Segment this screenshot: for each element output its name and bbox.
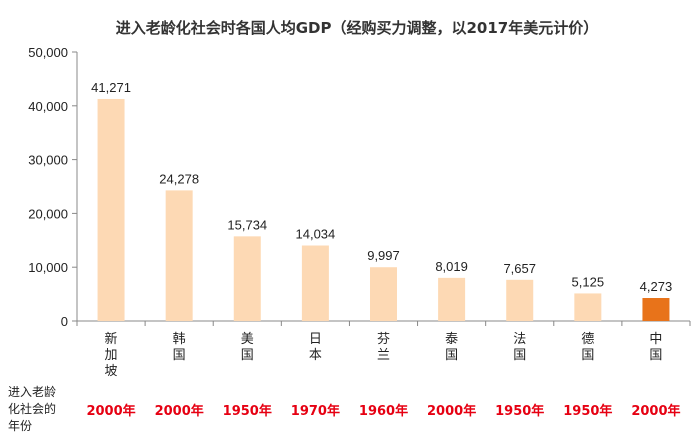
category-label-1: 坡 (105, 364, 118, 379)
category-label-3: 美 (241, 332, 254, 347)
aging-row-label-line: 进入老龄 (8, 385, 56, 399)
data-labels: 41,271 24,278 15,734 14,034 9,997 8,019 7,657 5… (91, 80, 672, 294)
category-label-2: 国 (173, 348, 186, 363)
bar-1 (97, 98, 125, 321)
data-label-8: 5,125 (572, 274, 605, 289)
category-label-4: 本 (309, 348, 322, 363)
data-label-5: 9,997 (367, 248, 400, 263)
category-label-8: 国 (581, 348, 594, 363)
data-label-2: 24,278 (159, 171, 199, 186)
bars (97, 98, 670, 321)
aging-year-2: 2000年 (155, 403, 204, 419)
aging-year-3: 1950年 (223, 403, 272, 419)
category-label-7: 法 (513, 332, 526, 347)
bar-8 (574, 293, 602, 321)
data-label-4: 14,034 (296, 226, 336, 241)
chart-title: 进入老龄化社会时各国人均GDP（经购买力调整，以2017年美元计价） (116, 19, 599, 37)
category-label-7: 国 (513, 348, 526, 363)
data-label-9: 4,273 (640, 279, 673, 294)
category-label-5: 兰 (377, 348, 390, 363)
aging-year-6: 2000年 (427, 403, 476, 419)
y-tick-label: 30,000 (28, 153, 68, 168)
category-label-1: 新 (105, 331, 118, 347)
category-label-4: 日 (309, 332, 322, 347)
y-tick-label: 20,000 (28, 206, 68, 221)
category-label-3: 国 (241, 348, 254, 363)
y-tick-label: 40,000 (28, 99, 68, 114)
aging-row-label-line: 化社会的 (8, 401, 56, 416)
category-label-6: 国 (445, 348, 458, 363)
bar-3 (233, 236, 261, 321)
aging-year-8: 1950年 (563, 403, 612, 419)
data-label-6: 8,019 (435, 259, 468, 274)
bar-7 (506, 279, 534, 321)
data-label-7: 7,657 (503, 261, 536, 276)
category-label-6: 泰 (445, 332, 458, 347)
aging-year-4: 1970年 (291, 403, 340, 419)
y-tick-label: 50,000 (28, 45, 68, 60)
aging-years: 2000年 2000年 1950年 1970年 1960年 2000年 1950年 1950年… (86, 403, 680, 419)
y-tick-label: 10,000 (28, 260, 68, 275)
bar-4 (301, 245, 329, 321)
aging-row-label-line: 年份 (8, 419, 32, 433)
data-label-3: 15,734 (227, 217, 267, 232)
category-label-9: 国 (649, 348, 662, 363)
aging-year-5: 1960年 (359, 403, 408, 419)
category-label-8: 德 (581, 332, 594, 347)
data-label-1: 41,271 (91, 80, 131, 95)
aging-year-1: 2000年 (86, 403, 135, 419)
aging-year-9: 2000年 (631, 403, 680, 419)
bar-6 (438, 277, 466, 321)
category-label-2: 韩 (173, 332, 186, 347)
category-label-9: 中 (649, 332, 662, 347)
aging-year-7: 1950年 (495, 403, 544, 419)
bar-5 (370, 267, 397, 321)
category-label-5: 芬 (377, 332, 390, 347)
bar-2 (165, 190, 193, 321)
y-tick-label: 0 (61, 314, 68, 329)
category-label-1: 加 (105, 348, 118, 363)
bar-9 (642, 298, 670, 321)
